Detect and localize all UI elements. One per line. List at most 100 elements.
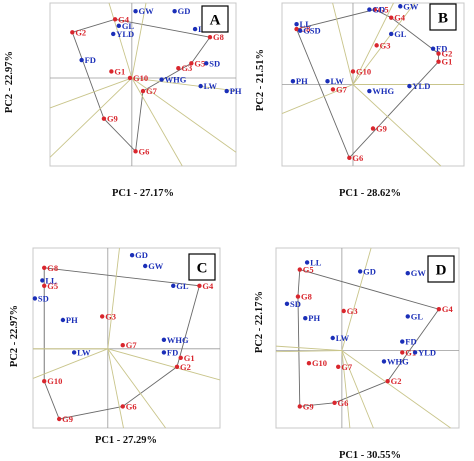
trait-point-sd (204, 61, 209, 66)
genotype-label-g4: G4 (118, 14, 130, 24)
which-won-where-polygon (71, 18, 211, 153)
genotype-point-g6 (133, 149, 138, 154)
sector-ray (131, 77, 237, 92)
trait-point-gl (171, 283, 176, 288)
trait-label-gw: GW (411, 268, 427, 278)
trait-label-gw: GW (403, 1, 419, 11)
trait-label-sd: SD (38, 293, 49, 303)
genotype-label-g8: G8 (301, 292, 312, 302)
trait-point-gw (398, 4, 403, 9)
trait-point-lw (325, 79, 330, 84)
sector-ray (107, 247, 120, 349)
trait-point-gd (172, 8, 177, 14)
genotype-point-g5 (372, 7, 378, 12)
panel-letter: D (436, 263, 447, 279)
genotype-point-g4 (197, 283, 202, 288)
trait-label-yld: YLD (116, 29, 134, 39)
trait-label-lw: LW (331, 76, 345, 86)
trait-point-whg (161, 337, 167, 342)
genotype-label-g7: G7 (341, 362, 353, 372)
genotype-label-g3: G3 (380, 40, 391, 50)
genotype-point-g9 (297, 404, 302, 409)
panel-frame (32, 247, 221, 429)
genotype-point-g3 (374, 43, 379, 48)
which-won-where-polygon (43, 267, 201, 420)
genotype-label-g10: G10 (356, 66, 371, 76)
genotype-point-g9 (56, 416, 62, 422)
genotype-point-g9 (370, 126, 376, 131)
genotype-point-g3 (341, 308, 346, 314)
trait-point-lw (71, 350, 77, 355)
trait-point-fd (161, 350, 167, 355)
sector-ray (49, 77, 132, 109)
trait-point-sd (32, 296, 38, 301)
genotype-label-g8: G8 (300, 24, 311, 34)
sector-ray (352, 2, 416, 85)
trait-label-yld: YLD (412, 81, 430, 91)
trait-label-gsd: GSD (303, 26, 320, 36)
genotype-point-g2 (70, 30, 75, 35)
trait-point-ph (303, 316, 308, 321)
trait-label-gl: GL (176, 281, 189, 291)
sector-ray (108, 2, 133, 79)
trait-point-gw (143, 263, 148, 269)
trait-label-gd: GD (178, 6, 191, 16)
sector-ray (107, 348, 221, 381)
trait-point-whg (381, 359, 387, 364)
trait-point-gd (367, 7, 372, 12)
trait-label-whg: WHG (387, 356, 409, 366)
genotype-label-g10: G10 (312, 358, 327, 368)
sector-ray (131, 77, 183, 167)
trait-label-fd: FD (85, 55, 96, 65)
genotype-point-g8 (42, 265, 47, 270)
x-axis-label: PC1 - 28.62% (339, 188, 401, 199)
sector-ray (352, 84, 442, 167)
trait-point-fd (400, 339, 405, 344)
genotype-point-g3 (99, 314, 105, 319)
genotype-point-g6 (120, 404, 125, 409)
sector-ray (107, 348, 124, 429)
sector-ray (341, 350, 351, 429)
genotype-label-g4: G4 (394, 13, 406, 23)
genotype-label-g2: G2 (391, 376, 402, 386)
biplot-panel-d: G5 G8 G3 G4 G1 G10 G7 G2 G6 G9 LL GD GW SD PH GL LW FDYLD… (254, 247, 460, 461)
trait-label-ph: PH (66, 315, 78, 325)
trait-label-ll: LL (300, 19, 312, 29)
genotype-label-g2: G2 (442, 49, 453, 59)
which-won-where-polygon (297, 269, 440, 407)
trait-point-gl (405, 314, 410, 319)
genotype-label-g1: G1 (405, 347, 416, 357)
genotype-label-g8: G8 (213, 32, 224, 42)
genotype-point-g10 (306, 361, 312, 366)
genotype-label-g5: G5 (194, 58, 205, 68)
genotype-point-g5 (189, 61, 194, 66)
sector-ray (49, 77, 133, 158)
panel-frame (275, 247, 460, 429)
y-axis-label: PC2 - 22.97% (4, 51, 15, 113)
genotype-point-g7 (330, 87, 336, 92)
genotype-label-g6: G6 (126, 401, 137, 411)
panel-frame (49, 2, 237, 167)
trait-point-gsd (298, 28, 303, 33)
genotype-point-g2 (385, 379, 390, 384)
genotype-point-g10 (42, 379, 47, 384)
sector-ray (341, 350, 374, 429)
x-axis-label: PC1 - 27.17% (112, 188, 174, 199)
genotype-label-g2: G2 (75, 27, 86, 37)
panel-letter: B (438, 11, 448, 27)
genotype-label-g1: G1 (442, 57, 453, 67)
trait-label-sd: SD (209, 58, 220, 68)
sector-ray (332, 2, 354, 85)
genotype-label-g6: G6 (139, 146, 150, 156)
trait-label-fd: FD (405, 337, 416, 347)
trait-label-lw: LW (336, 333, 350, 343)
trait-point-fd (79, 57, 84, 63)
genotype-point-g5 (42, 283, 47, 288)
trait-point-sd (284, 301, 290, 306)
genotype-label-g3: G3 (105, 311, 116, 321)
x-axis-label: PC1 - 27.29% (95, 435, 157, 446)
trait-point-fd (430, 46, 436, 51)
sector-ray (131, 2, 147, 79)
panel-letter-box (201, 5, 229, 33)
sector-ray (131, 77, 237, 153)
